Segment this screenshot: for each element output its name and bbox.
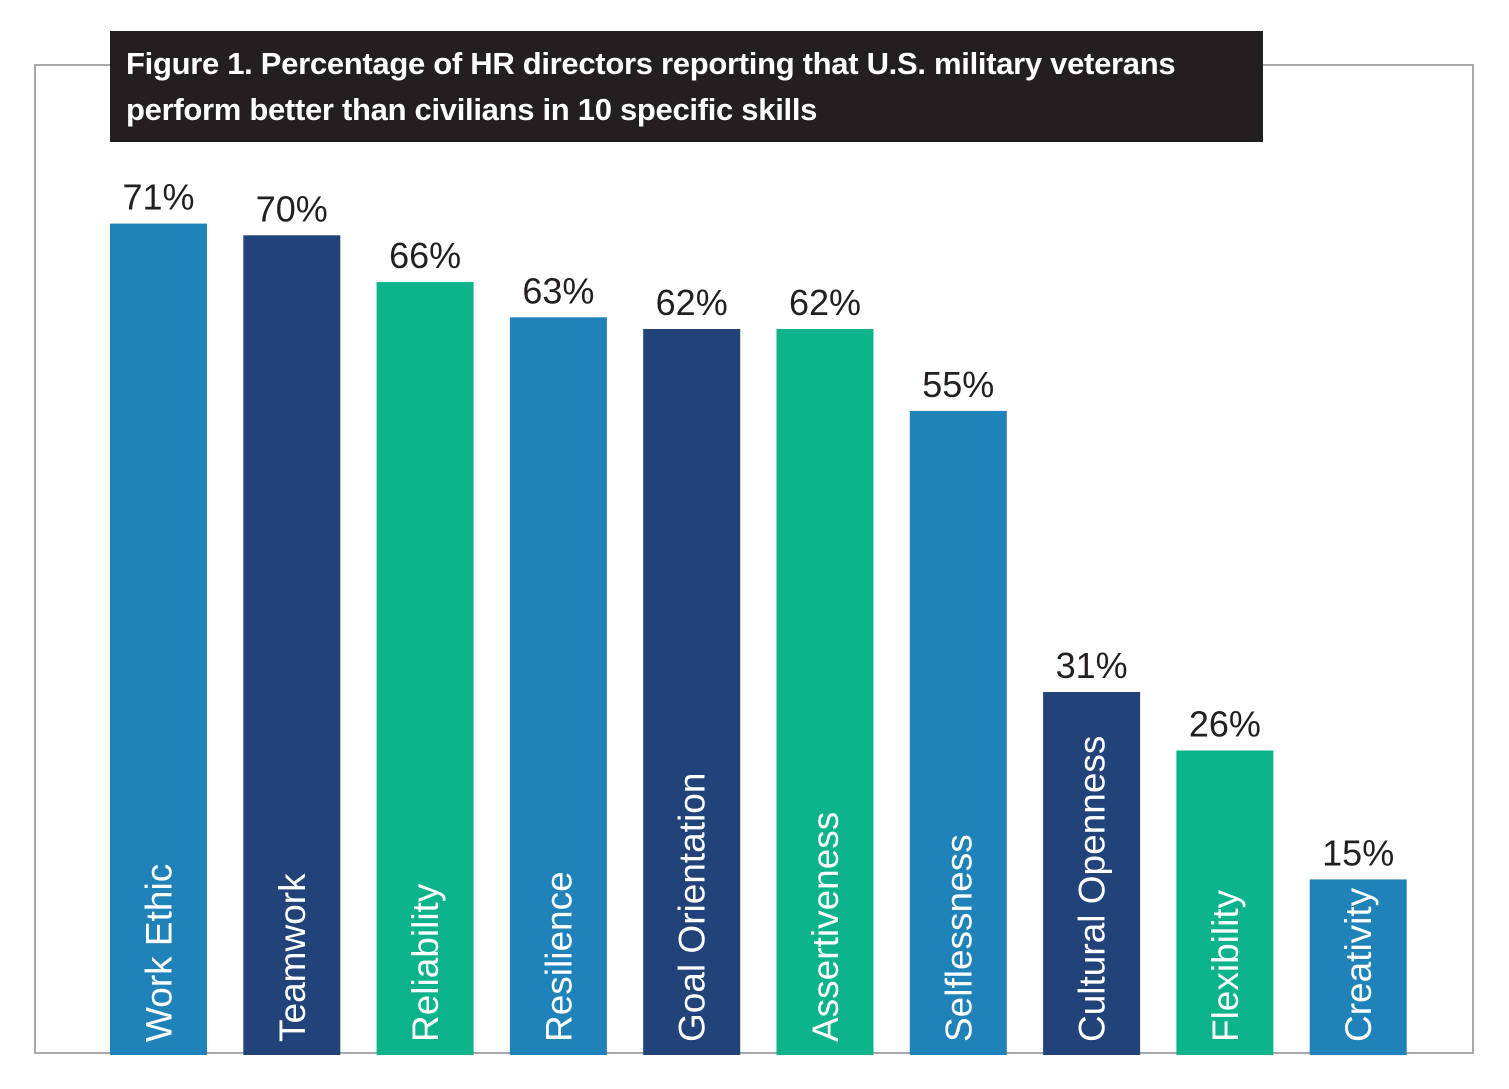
bar-selflessness <box>909 410 1007 1055</box>
value-label-creativity: 15% <box>1322 832 1394 873</box>
category-label-cultural-openness: Cultural Openness <box>1072 736 1113 1042</box>
category-label-assertiveness: Assertiveness <box>805 812 846 1042</box>
value-label-assertiveness: 62% <box>789 282 861 323</box>
category-label-flexibility: Flexibility <box>1205 889 1246 1042</box>
bar-teamwork <box>243 235 341 1056</box>
value-label-goal-orientation: 62% <box>656 282 728 323</box>
category-label-reliability: Reliability <box>405 883 446 1042</box>
bar-cultural-openness <box>1043 692 1141 1055</box>
category-label-selflessness: Selflessness <box>938 834 979 1042</box>
bar-assertiveness <box>776 329 874 1055</box>
category-label-work-ethic: Work Ethic <box>139 864 180 1042</box>
value-label-selflessness: 55% <box>922 364 994 405</box>
value-label-cultural-openness: 31% <box>1056 645 1128 686</box>
bar-work-ethic <box>110 223 207 1056</box>
chart-title: Figure 1. Percentage of HR directors rep… <box>110 31 1263 142</box>
value-label-resilience: 63% <box>522 270 594 311</box>
bar-reliability <box>376 282 474 1056</box>
category-label-creativity: Creativity <box>1338 887 1379 1042</box>
bar-resilience <box>509 317 607 1055</box>
value-label-teamwork: 70% <box>256 188 328 229</box>
category-label-resilience: Resilience <box>538 871 579 1042</box>
value-label-flexibility: 26% <box>1189 704 1261 745</box>
bar-creativity <box>1309 879 1407 1056</box>
value-label-reliability: 66% <box>389 235 461 276</box>
category-label-teamwork: Teamwork <box>272 873 313 1042</box>
category-labels-group: Work Ethic Teamwork Reliability Resilience G… <box>139 736 1380 1042</box>
value-label-work-ethic: 71% <box>122 177 194 218</box>
category-label-goal-orientation: Goal Orientation <box>672 773 713 1042</box>
bar-goal-orientation <box>643 329 741 1055</box>
bar-flexibility <box>1176 750 1274 1055</box>
bars-group <box>110 223 1407 1056</box>
value-labels-group: 71% 70% 66% 63% 62% 62% 55% 31% 26% 15% <box>122 177 1394 874</box>
